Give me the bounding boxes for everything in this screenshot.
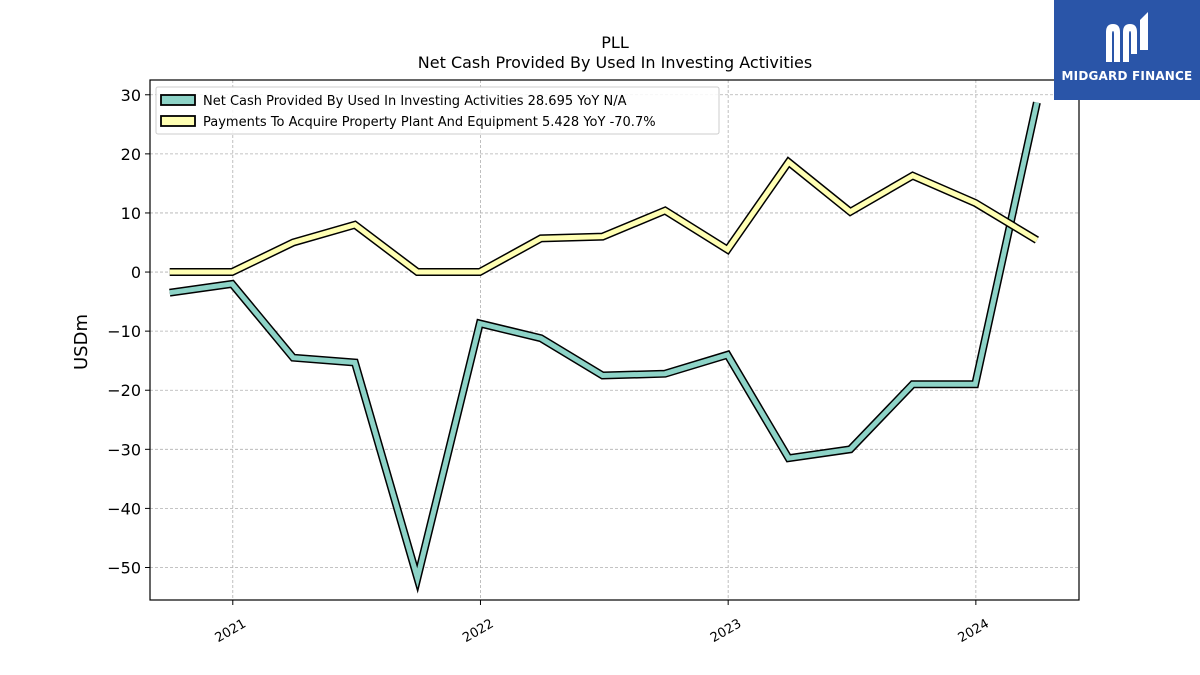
x-axis: 2021 2022 2023 2024 xyxy=(213,600,992,646)
grid-lines xyxy=(150,80,1079,600)
series-line-1 xyxy=(169,158,1039,275)
y-tick-label: −20 xyxy=(107,381,141,400)
series-line-0 xyxy=(169,101,1040,588)
y-tick-label: −40 xyxy=(107,499,141,518)
legend-label: Payments To Acquire Property Plant And E… xyxy=(203,115,656,130)
legend-box xyxy=(155,86,720,135)
legend-label: Net Cash Provided By Used In Investing A… xyxy=(203,94,627,109)
y-axis: 30 20 10 0 −10 −20 −30 −40 −50 xyxy=(107,86,150,578)
chart-subtitle: Net Cash Provided By Used In Investing A… xyxy=(418,53,812,72)
y-tick-label: −10 xyxy=(107,322,141,341)
series-outline-0 xyxy=(169,101,1041,594)
legend-swatch xyxy=(160,115,196,127)
y-tick-label: −50 xyxy=(107,559,141,578)
brand-logo: MIDGARD FINANCE xyxy=(1054,0,1200,100)
y-axis-label: USDm xyxy=(71,314,92,370)
brand-name: MIDGARD FINANCE xyxy=(1061,69,1193,83)
x-tick-label: 2021 xyxy=(213,616,249,646)
y-tick-label: 20 xyxy=(121,145,141,164)
y-tick-label: 10 xyxy=(121,204,141,223)
y-tick-label: 30 xyxy=(121,86,141,105)
x-tick-label: 2024 xyxy=(956,616,992,646)
plot-frame xyxy=(149,79,1080,601)
chart-title: PLL xyxy=(601,33,629,52)
series-lines xyxy=(169,101,1041,594)
y-tick-label: −30 xyxy=(107,440,141,459)
legend: Net Cash Provided By Used In Investing A… xyxy=(155,86,720,135)
legend-swatch xyxy=(160,94,196,106)
x-tick-label: 2022 xyxy=(460,616,496,646)
y-tick-label: 0 xyxy=(131,263,141,282)
x-tick-label: 2023 xyxy=(708,616,744,646)
midgard-m-logo-icon xyxy=(1106,12,1148,62)
